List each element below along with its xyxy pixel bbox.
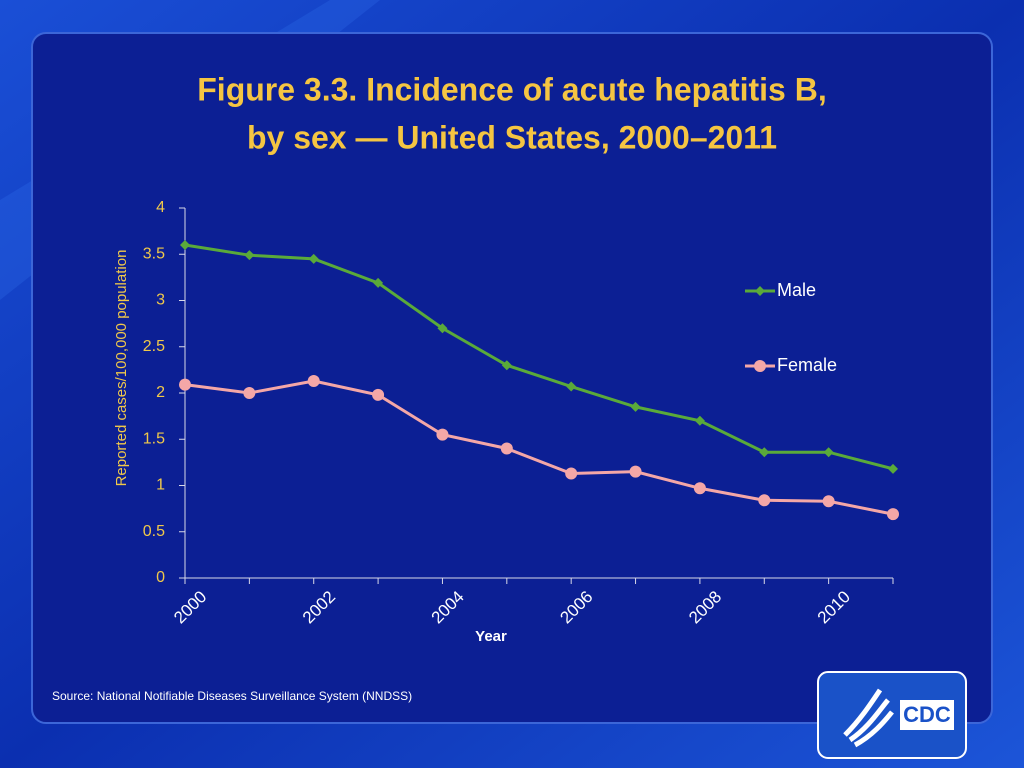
data-point [822,495,835,508]
data-point [693,482,706,495]
data-point [759,447,770,458]
y-axis-label: Reported cases/100,000 population [113,250,130,487]
data-point [630,401,641,412]
logo-badge [900,700,954,730]
series-line [184,379,894,516]
data-point [373,277,384,288]
data-point [500,442,513,455]
source-note: Source: National Notifiable Diseases Sur… [52,689,412,703]
series-line [184,243,894,471]
legend-marker [755,286,765,296]
chart-title: by sex — United States, 2000–2011 [247,119,777,155]
y-tick-label: 4 [156,199,165,216]
data-point [629,465,642,478]
data-point [888,463,898,474]
data-point [887,508,899,521]
y-tick-label: 1 [156,477,165,494]
logo-emblem [843,688,894,748]
data-point [179,378,191,391]
y-tick-label: 0.5 [143,523,165,540]
data-point [243,387,256,399]
panel [31,32,993,724]
data-point [372,388,385,401]
data-point [565,467,578,480]
y-tick-label: 2 [156,384,165,401]
legend-marker [754,360,766,372]
y-tick-label: 0 [156,569,165,586]
logo-text: CDC [903,702,951,727]
data-point [823,447,834,458]
data-point [180,240,190,250]
data-point [694,415,705,426]
y-tick-label: 3 [156,292,165,309]
y-tick-label: 1.5 [143,430,165,447]
data-point [566,381,577,392]
data-point [308,253,319,264]
data-point [501,360,512,371]
data-point [244,250,255,261]
y-tick-label: 2.5 [143,338,165,355]
cdc-logo: CDC [817,671,967,759]
data-point [307,374,320,387]
chart-title: Figure 3.3. Incidence of acute hepatitis… [197,71,826,107]
legend-label: Female [777,355,837,375]
data-point [437,323,448,334]
x-axis-label: Year [475,628,507,645]
legend-label: Male [777,280,816,300]
y-tick-label: 3.5 [143,245,165,262]
data-point [436,428,449,441]
data-point [758,494,771,507]
